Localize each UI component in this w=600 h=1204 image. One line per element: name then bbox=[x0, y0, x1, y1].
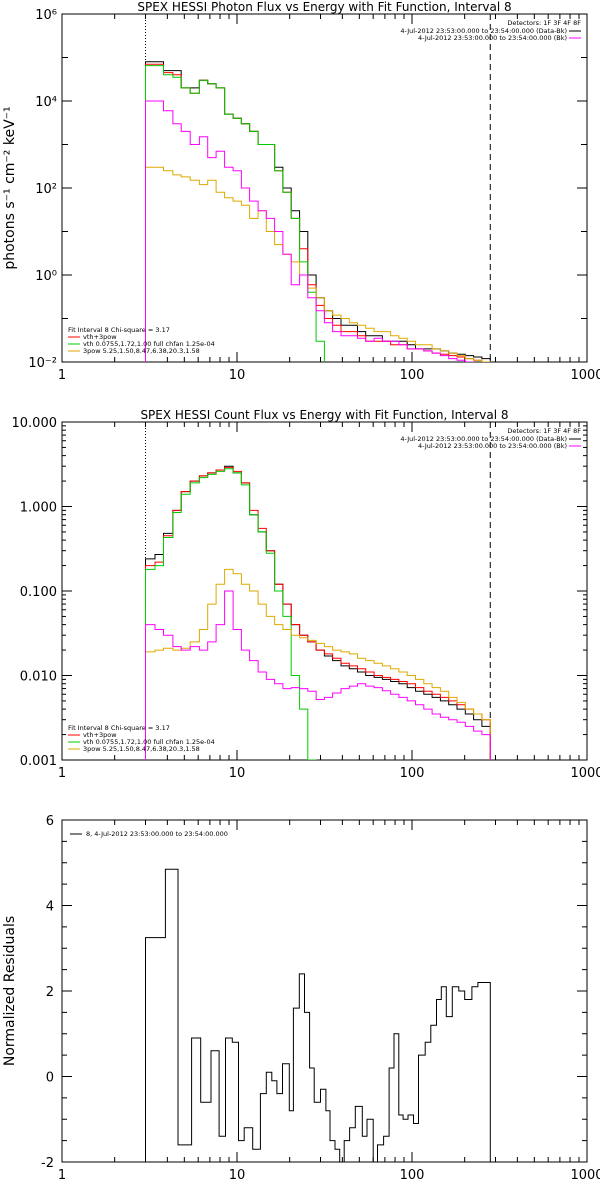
y-axis-label: photons s⁻¹ cm⁻² keV⁻¹ bbox=[2, 106, 18, 269]
y-tick-label: 2 bbox=[46, 985, 54, 1000]
legend-left-label: 3pow 5.25,1.50,8.47,6.38,20.3,1.58 bbox=[83, 347, 200, 355]
legend-label: 8, 4-Jul-2012 23:53:00.000 to 23:54:00.0… bbox=[86, 830, 228, 838]
series-group bbox=[146, 466, 491, 765]
y-axis-label: Normalized Residuals bbox=[2, 916, 18, 1066]
x-tick-label: 10 bbox=[229, 766, 246, 781]
x-tick-label: 10 bbox=[229, 368, 246, 383]
x-tick-label: 1 bbox=[58, 1168, 66, 1183]
x-tick-label: 100 bbox=[400, 1168, 425, 1183]
y-tick-label: 10² bbox=[35, 182, 57, 197]
legend-right-label: 4-Jul-2012 23:53:00.000 to 23:54:00.000 … bbox=[418, 442, 567, 450]
chart-2: SPEX HESSI Count Flux vs Energy with Fit… bbox=[12, 408, 600, 781]
detectors-label: Detectors: 1F 3F 4F 8F bbox=[507, 427, 581, 435]
plot-frame bbox=[62, 422, 587, 760]
x-tick-label: 100 bbox=[400, 766, 425, 781]
y-tick-label: 6 bbox=[46, 814, 54, 829]
y-tick-label: 10.000 bbox=[12, 416, 58, 431]
x-tick-label: 1 bbox=[58, 368, 66, 383]
series-group bbox=[146, 869, 491, 1162]
series-line-3pow bbox=[146, 569, 491, 765]
series-line-bk bbox=[146, 101, 491, 367]
series-line-vth-3pow bbox=[146, 64, 491, 367]
series-line-vth-3pow bbox=[146, 467, 491, 765]
x-tick-label: 1000 bbox=[570, 766, 600, 781]
y-tick-label: 0.010 bbox=[20, 670, 57, 685]
x-tick-label: 1 bbox=[58, 766, 66, 781]
series-line-data-bk bbox=[146, 466, 491, 765]
series-line-data-bk bbox=[146, 62, 491, 367]
x-tick-label: 1000 bbox=[570, 1168, 600, 1183]
y-tick-label: 10⁴ bbox=[35, 95, 57, 110]
y-tick-label: 0.001 bbox=[20, 754, 57, 769]
plot-frame bbox=[62, 820, 587, 1162]
y-tick-label: 10⁰ bbox=[35, 269, 57, 284]
legend-right-label: 4-Jul-2012 23:53:00.000 to 23:54:00.000 … bbox=[418, 34, 567, 42]
y-tick-label: 10⁻² bbox=[28, 356, 57, 371]
legend-left-label: 3pow 5.25,1.50,8.47,6.38,20.3,1.58 bbox=[83, 745, 200, 753]
x-tick-label: 100 bbox=[400, 368, 425, 383]
series-line-vth bbox=[146, 469, 317, 765]
chart-3: 1 10 100 1000 -2 0 2 4 6 Normalized Residuals 8, 4… bbox=[2, 814, 600, 1183]
y-tick-label: 0.100 bbox=[20, 585, 57, 600]
x-tick-label: 10 bbox=[229, 1168, 246, 1183]
chart-1: SPEX HESSI Photon Flux vs Energy with Fi… bbox=[2, 0, 600, 383]
series-line-vth bbox=[146, 66, 333, 376]
chart-title: SPEX HESSI Count Flux vs Energy with Fit… bbox=[140, 408, 508, 422]
series-line-3pow bbox=[146, 167, 491, 367]
detectors-label: Detectors: 1F 3F 4F 8F bbox=[507, 19, 581, 27]
series-line-8 bbox=[146, 869, 491, 1162]
y-tick-label: 10⁶ bbox=[35, 8, 57, 23]
y-tick-label: -2 bbox=[41, 1156, 54, 1171]
y-tick-label: 0 bbox=[46, 1071, 54, 1086]
y-tick-label: 1.000 bbox=[20, 501, 57, 516]
x-tick-label: 1000 bbox=[570, 368, 600, 383]
chart-title: SPEX HESSI Photon Flux vs Energy with Fi… bbox=[137, 0, 511, 14]
y-tick-label: 4 bbox=[46, 900, 54, 915]
series-group bbox=[146, 62, 491, 375]
